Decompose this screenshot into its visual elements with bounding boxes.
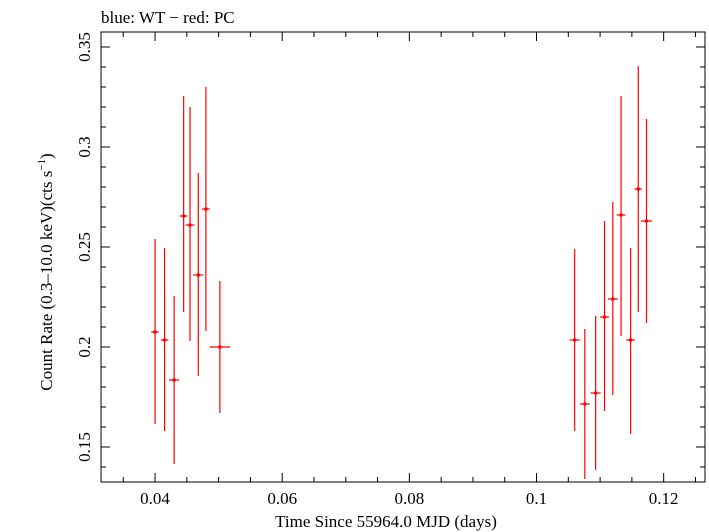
data-point [640,119,653,323]
y-tick-label: 0.3 [75,136,94,157]
point-marker [572,338,577,342]
y-axis-label-superscript: −1 [36,159,48,171]
point-marker [181,214,186,218]
data-point [590,316,601,470]
data-point [616,96,626,336]
data-point [626,248,636,434]
x-axis-ticks: 0.04 0.06 0.08 0.1 0.12 [122,32,696,508]
data-point [202,87,210,331]
y-axis-label-close: ) [37,153,56,159]
point-marker [644,219,649,223]
plot-frame [100,31,706,483]
x-axis-label: Time Since 55964.0 MJD (days) [275,512,497,531]
data-point [209,281,231,413]
data-point [193,173,204,376]
data-point [151,239,159,424]
point-marker [583,402,587,406]
x-tick-label: 0.12 [649,489,679,508]
y-axis-label-main: Count Rate (0.3–10.0 keV)(cts s [37,171,56,391]
data-point [607,202,618,395]
y-tick-label: 0.25 [75,232,94,262]
data-point [600,221,609,411]
point-marker [593,391,598,395]
point-marker [153,330,157,334]
point-marker [204,207,208,211]
data-point [169,296,180,464]
data-point [569,249,580,431]
point-marker [602,315,607,319]
y-axis-ticks: 0.15 0.2 0.25 0.3 0.35 [75,32,705,468]
y-axis-label: Count Rate (0.3–10.0 keV)(cts s−1) [36,153,56,390]
x-tick-label: 0.04 [140,489,170,508]
point-marker [611,297,615,301]
point-marker [218,345,222,349]
chart-title: blue: WT − red: PC [101,8,235,27]
data-point [579,329,590,479]
data-point [634,66,643,312]
point-marker [172,378,176,382]
point-marker [628,338,633,342]
data-point [179,96,188,312]
x-tick-label: 0.06 [267,489,297,508]
x-tick-label: 0.08 [394,489,424,508]
point-marker [196,273,201,277]
data-point [160,248,169,431]
point-marker [162,338,167,342]
y-tick-label: 0.15 [75,432,94,462]
data-point [185,107,195,341]
point-marker [636,187,641,191]
point-marker [188,223,192,227]
point-marker [619,213,623,217]
x-tick-label: 0.1 [526,489,547,508]
y-tick-label: 0.2 [75,336,94,357]
y-tick-label: 0.35 [75,32,94,62]
data-points [151,66,653,479]
